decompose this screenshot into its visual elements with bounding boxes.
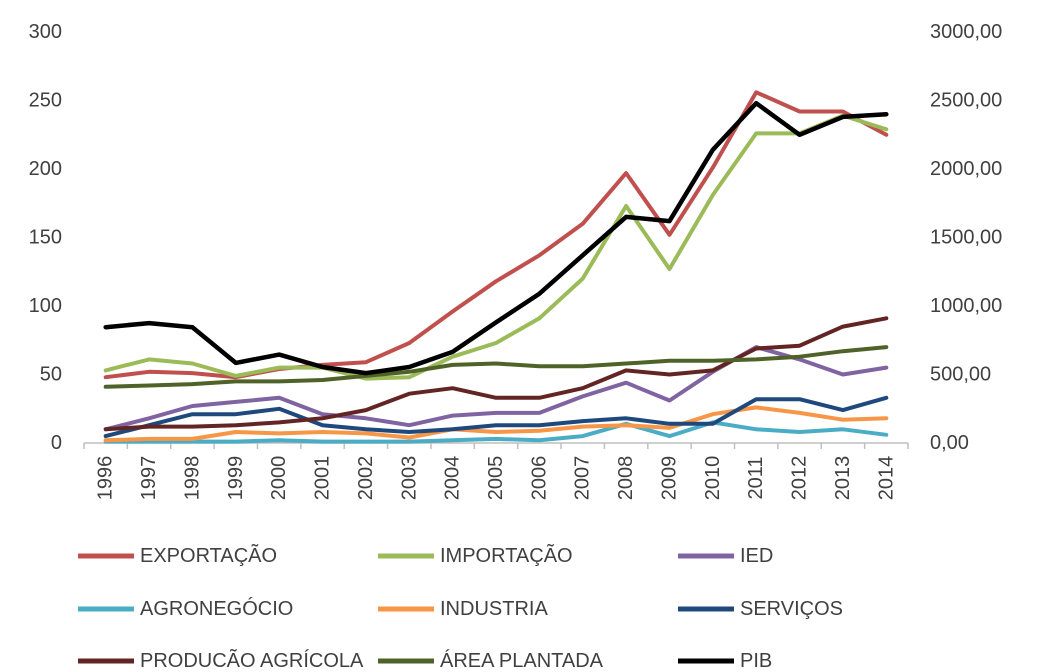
y2-tick-label: 1000,00 — [930, 295, 1002, 317]
x-tick-label: 2006 — [528, 456, 550, 501]
y-tick-label: 50 — [40, 364, 62, 386]
series-line — [103, 100, 889, 376]
series-line — [103, 345, 889, 389]
y-tick-label: 300 — [29, 21, 62, 43]
x-tick-label: 1999 — [225, 456, 247, 501]
y-tick-label: 250 — [29, 90, 62, 112]
x-tick-label: 2003 — [398, 456, 420, 501]
x-tick-label: 1996 — [95, 456, 117, 501]
x-tick-label: 1997 — [138, 456, 160, 501]
series-line — [103, 316, 889, 432]
y2-tick-label: 1500,00 — [930, 227, 1002, 249]
legend-label: PRODUCÃO AGRÍCOLA — [140, 648, 364, 672]
x-tick-label: 2008 — [615, 456, 637, 501]
y-tick-label: 200 — [29, 158, 62, 180]
legend-label: EXPORTAÇÃO — [140, 543, 277, 567]
x-tick-label: 2010 — [702, 456, 724, 501]
x-tick-label: 2012 — [789, 456, 811, 501]
y2-tick-label: 0,00 — [930, 432, 969, 454]
y2-tick-label: 3000,00 — [930, 21, 1002, 43]
series-line — [103, 420, 889, 444]
legend-label: PIB — [740, 650, 772, 672]
legend-label: ÁREA PLANTADA — [440, 649, 604, 672]
legend-label: IED — [740, 545, 773, 567]
legend: EXPORTAÇÃO IMPORTAÇÃO IED AGRONEGÓCIO INDUST… — [78, 543, 843, 672]
x-tick-label: 2009 — [658, 456, 680, 501]
series-line — [103, 395, 889, 439]
x-tick-label: 2013 — [832, 456, 854, 501]
series-line — [103, 113, 889, 381]
x-tick-label: 1998 — [181, 456, 203, 501]
x-tick-label: 2000 — [268, 456, 290, 501]
axes: 1996 1997 1998 1999 2000 2001 2002 2003 2004 2005… — [29, 21, 1003, 500]
x-tick-label: 2007 — [572, 456, 594, 501]
y2-tick-label: 500,00 — [930, 364, 991, 386]
y2-tick-label: 2000,00 — [930, 158, 1002, 180]
x-tick-label: 2005 — [485, 456, 507, 501]
series-line — [103, 405, 889, 443]
y-tick-label: 100 — [29, 295, 62, 317]
legend-label: IMPORTAÇÃO — [440, 543, 573, 567]
y-tick-label: 0 — [51, 432, 62, 454]
x-tick-label: 2002 — [355, 456, 377, 501]
y2-tick-label: 2500,00 — [930, 90, 1002, 112]
legend-label: INDUSTRIA — [440, 598, 548, 620]
legend-label: AGRONEGÓCIO — [140, 597, 293, 620]
y-tick-label: 150 — [29, 227, 62, 249]
x-tick-label: 2011 — [745, 456, 767, 499]
x-tick-label: 2004 — [442, 456, 464, 501]
series-lines — [103, 90, 889, 444]
legend-label: SERVIÇOS — [740, 598, 843, 620]
x-tick-label: 2001 — [312, 456, 334, 501]
x-tick-label: 2014 — [875, 456, 897, 501]
